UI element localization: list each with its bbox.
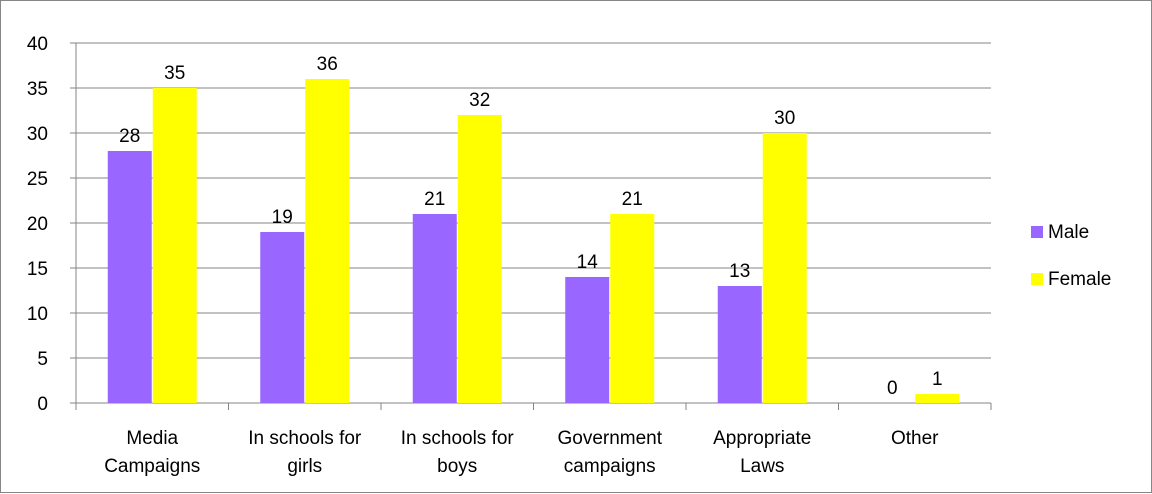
y-tick-label: 40 — [27, 34, 48, 55]
x-tick-label: Other — [891, 428, 939, 449]
legend-swatch-female — [1031, 273, 1043, 285]
x-tick-label: Media Campaigns — [104, 428, 200, 477]
x-tick-label: Government campaigns — [557, 428, 662, 477]
data-label-female: 1 — [932, 369, 943, 390]
data-label-female: 35 — [164, 63, 185, 84]
y-tick-label: 10 — [27, 304, 48, 325]
bar-female — [305, 79, 350, 403]
bar-male — [260, 232, 305, 403]
bar-male — [717, 286, 762, 403]
bar-female — [152, 88, 197, 403]
y-tick-label: 20 — [27, 214, 48, 235]
data-label-female: 30 — [774, 108, 795, 129]
data-label-male: 13 — [729, 261, 750, 282]
y-tick-label: 25 — [27, 169, 48, 190]
data-label-male: 21 — [424, 189, 445, 210]
data-labels: 28 35 19 36 21 32 14 21 13 30 0 1 — [119, 54, 942, 399]
bar-female — [457, 115, 502, 403]
gridlines — [76, 42, 991, 359]
y-tick-label: 35 — [27, 79, 48, 100]
x-tick-label: In schools for boys — [401, 428, 515, 477]
x-tick-label: In schools for girls — [248, 428, 362, 477]
data-label-male: 0 — [887, 378, 898, 399]
legend: Male Female — [1031, 222, 1111, 290]
bar-male — [412, 214, 457, 403]
bar-male — [107, 151, 152, 403]
data-label-female: 36 — [317, 54, 338, 75]
legend-swatch-male — [1031, 226, 1043, 238]
bar-female — [915, 394, 960, 403]
bar-male — [565, 277, 610, 403]
y-tick-label: 30 — [27, 124, 48, 145]
data-label-female: 21 — [622, 189, 643, 210]
legend-label-female: Female — [1048, 269, 1111, 290]
y-tick-label: 5 — [37, 349, 48, 370]
data-label-female: 32 — [469, 90, 490, 111]
bar-female — [610, 214, 655, 403]
data-label-male: 14 — [577, 252, 599, 273]
data-label-male: 19 — [272, 207, 293, 228]
bars — [107, 79, 960, 403]
bar-female — [762, 133, 807, 403]
x-tick-label: Appropriate Laws — [713, 428, 811, 477]
data-label-male: 28 — [119, 126, 140, 147]
y-tick-label: 15 — [27, 259, 48, 280]
legend-label-male: Male — [1048, 222, 1089, 243]
y-tick-label: 0 — [37, 394, 48, 415]
